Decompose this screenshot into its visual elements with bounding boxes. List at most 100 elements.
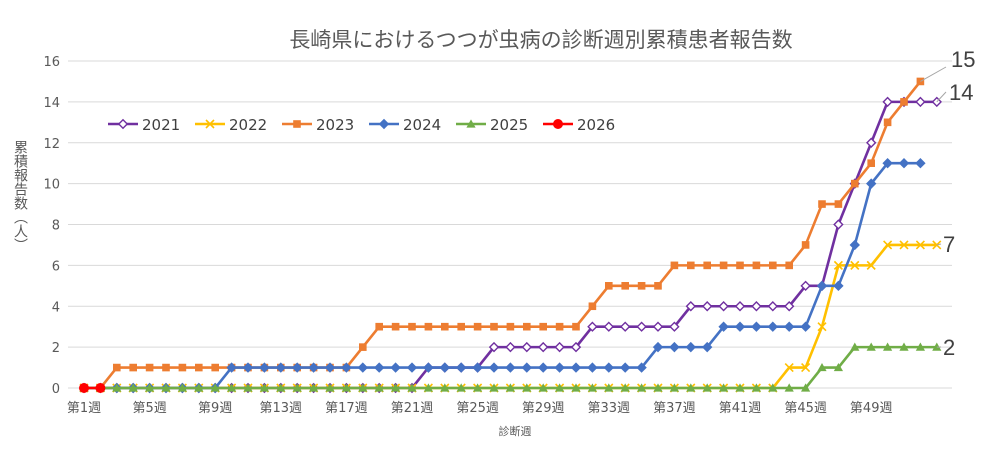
y-tick-label: 16 bbox=[43, 55, 60, 70]
data-point bbox=[669, 341, 680, 353]
data-point bbox=[866, 178, 877, 189]
data-point bbox=[702, 383, 712, 392]
data-point bbox=[391, 383, 401, 392]
data-point bbox=[571, 383, 581, 392]
y-tick-label: 4 bbox=[52, 300, 60, 315]
data-point bbox=[226, 362, 237, 373]
data-point bbox=[523, 322, 531, 331]
x-tick-label: 第33週 bbox=[588, 401, 631, 416]
data-point bbox=[490, 322, 498, 331]
data-point bbox=[801, 241, 810, 249]
data-point bbox=[424, 322, 433, 331]
data-point bbox=[276, 383, 286, 392]
end-label-text: 15 bbox=[951, 47, 975, 72]
data-point bbox=[588, 302, 597, 311]
data-point bbox=[718, 301, 729, 312]
data-point bbox=[374, 383, 384, 392]
data-point bbox=[833, 362, 843, 372]
data-point bbox=[637, 383, 647, 392]
data-point bbox=[210, 383, 220, 392]
data-point bbox=[324, 362, 336, 373]
legend-item-2021: 2021 bbox=[108, 116, 180, 134]
chart-title: 長崎県におけるつつが虫病の診断週別累積患者報告数 bbox=[289, 28, 792, 52]
x-tick-label: 第17週 bbox=[325, 401, 368, 416]
y-axis-label: 累積報告数（人） bbox=[12, 140, 28, 252]
data-point bbox=[784, 362, 794, 373]
data-point bbox=[734, 301, 746, 312]
data-point bbox=[916, 77, 925, 86]
legend-label: 2025 bbox=[490, 116, 528, 134]
data-point bbox=[866, 137, 877, 148]
end-label-2023: 15 bbox=[920, 47, 975, 82]
data-point bbox=[375, 322, 383, 331]
data-point bbox=[472, 362, 483, 373]
x-tick-label: 第25週 bbox=[456, 401, 499, 416]
data-point bbox=[767, 321, 778, 332]
data-point bbox=[292, 383, 302, 392]
legend-marker bbox=[378, 118, 390, 130]
data-point bbox=[669, 383, 679, 392]
data-point bbox=[816, 280, 828, 292]
x-tick-labels: 第1週 第5週 第9週 第13週 第17週 第21週 第25週 第29週 第33週 第37週 第41… bbox=[67, 401, 893, 416]
data-point bbox=[932, 240, 942, 250]
data-point bbox=[899, 240, 909, 250]
data-point bbox=[259, 383, 269, 392]
data-point bbox=[719, 261, 728, 270]
data-point bbox=[505, 341, 516, 353]
data-point bbox=[538, 362, 549, 373]
x-tick-label: 第9週 bbox=[198, 401, 232, 416]
legend-label: 2023 bbox=[316, 116, 354, 134]
data-point bbox=[767, 301, 778, 312]
data-point bbox=[473, 322, 482, 331]
grid-lines bbox=[68, 60, 952, 389]
data-point bbox=[784, 301, 795, 312]
data-point bbox=[833, 219, 844, 230]
x-tick-label: 第49週 bbox=[850, 401, 893, 416]
legend-label: 2022 bbox=[229, 116, 267, 134]
data-point bbox=[899, 342, 909, 351]
legend-marker bbox=[466, 119, 476, 128]
data-point bbox=[653, 383, 663, 392]
data-point bbox=[751, 383, 761, 392]
data-point bbox=[818, 200, 826, 208]
legend-label: 2021 bbox=[142, 116, 180, 134]
data-point bbox=[620, 362, 631, 373]
y-tick-label: 14 bbox=[43, 96, 60, 111]
y-tick-label: 0 bbox=[52, 382, 60, 397]
data-point bbox=[785, 261, 793, 270]
data-point bbox=[702, 341, 713, 353]
data-point bbox=[636, 362, 647, 373]
x-tick-label: 第13週 bbox=[260, 401, 303, 416]
data-point bbox=[406, 362, 418, 373]
data-point bbox=[800, 321, 811, 332]
data-point bbox=[570, 341, 582, 353]
x-tick-label: 第21週 bbox=[391, 401, 434, 416]
x-tick-label: 第41週 bbox=[719, 401, 762, 416]
data-point bbox=[800, 280, 811, 292]
data-point bbox=[440, 383, 450, 392]
data-point bbox=[555, 322, 564, 331]
x-tick-label: 第5週 bbox=[132, 401, 166, 416]
data-point bbox=[898, 157, 910, 169]
data-point bbox=[769, 261, 777, 270]
end-label-text: 14 bbox=[949, 80, 973, 105]
data-point bbox=[112, 383, 122, 392]
data-point bbox=[145, 363, 154, 372]
y-tick-label: 12 bbox=[43, 137, 60, 152]
data-point bbox=[309, 383, 319, 392]
data-point bbox=[357, 362, 368, 373]
data-point bbox=[915, 157, 926, 169]
data-point bbox=[441, 322, 449, 331]
data-point bbox=[538, 341, 549, 353]
end-label-2021: 14 bbox=[936, 80, 973, 105]
end-label-2025: 2 bbox=[936, 335, 955, 360]
data-point bbox=[751, 301, 762, 312]
data-point bbox=[423, 362, 434, 373]
data-point bbox=[603, 362, 614, 373]
data-point bbox=[341, 362, 352, 373]
data-point bbox=[685, 301, 696, 312]
x-tick-label: 第1週 bbox=[67, 401, 101, 416]
data-point bbox=[604, 383, 614, 392]
data-point bbox=[79, 383, 89, 393]
data-point bbox=[620, 383, 630, 392]
